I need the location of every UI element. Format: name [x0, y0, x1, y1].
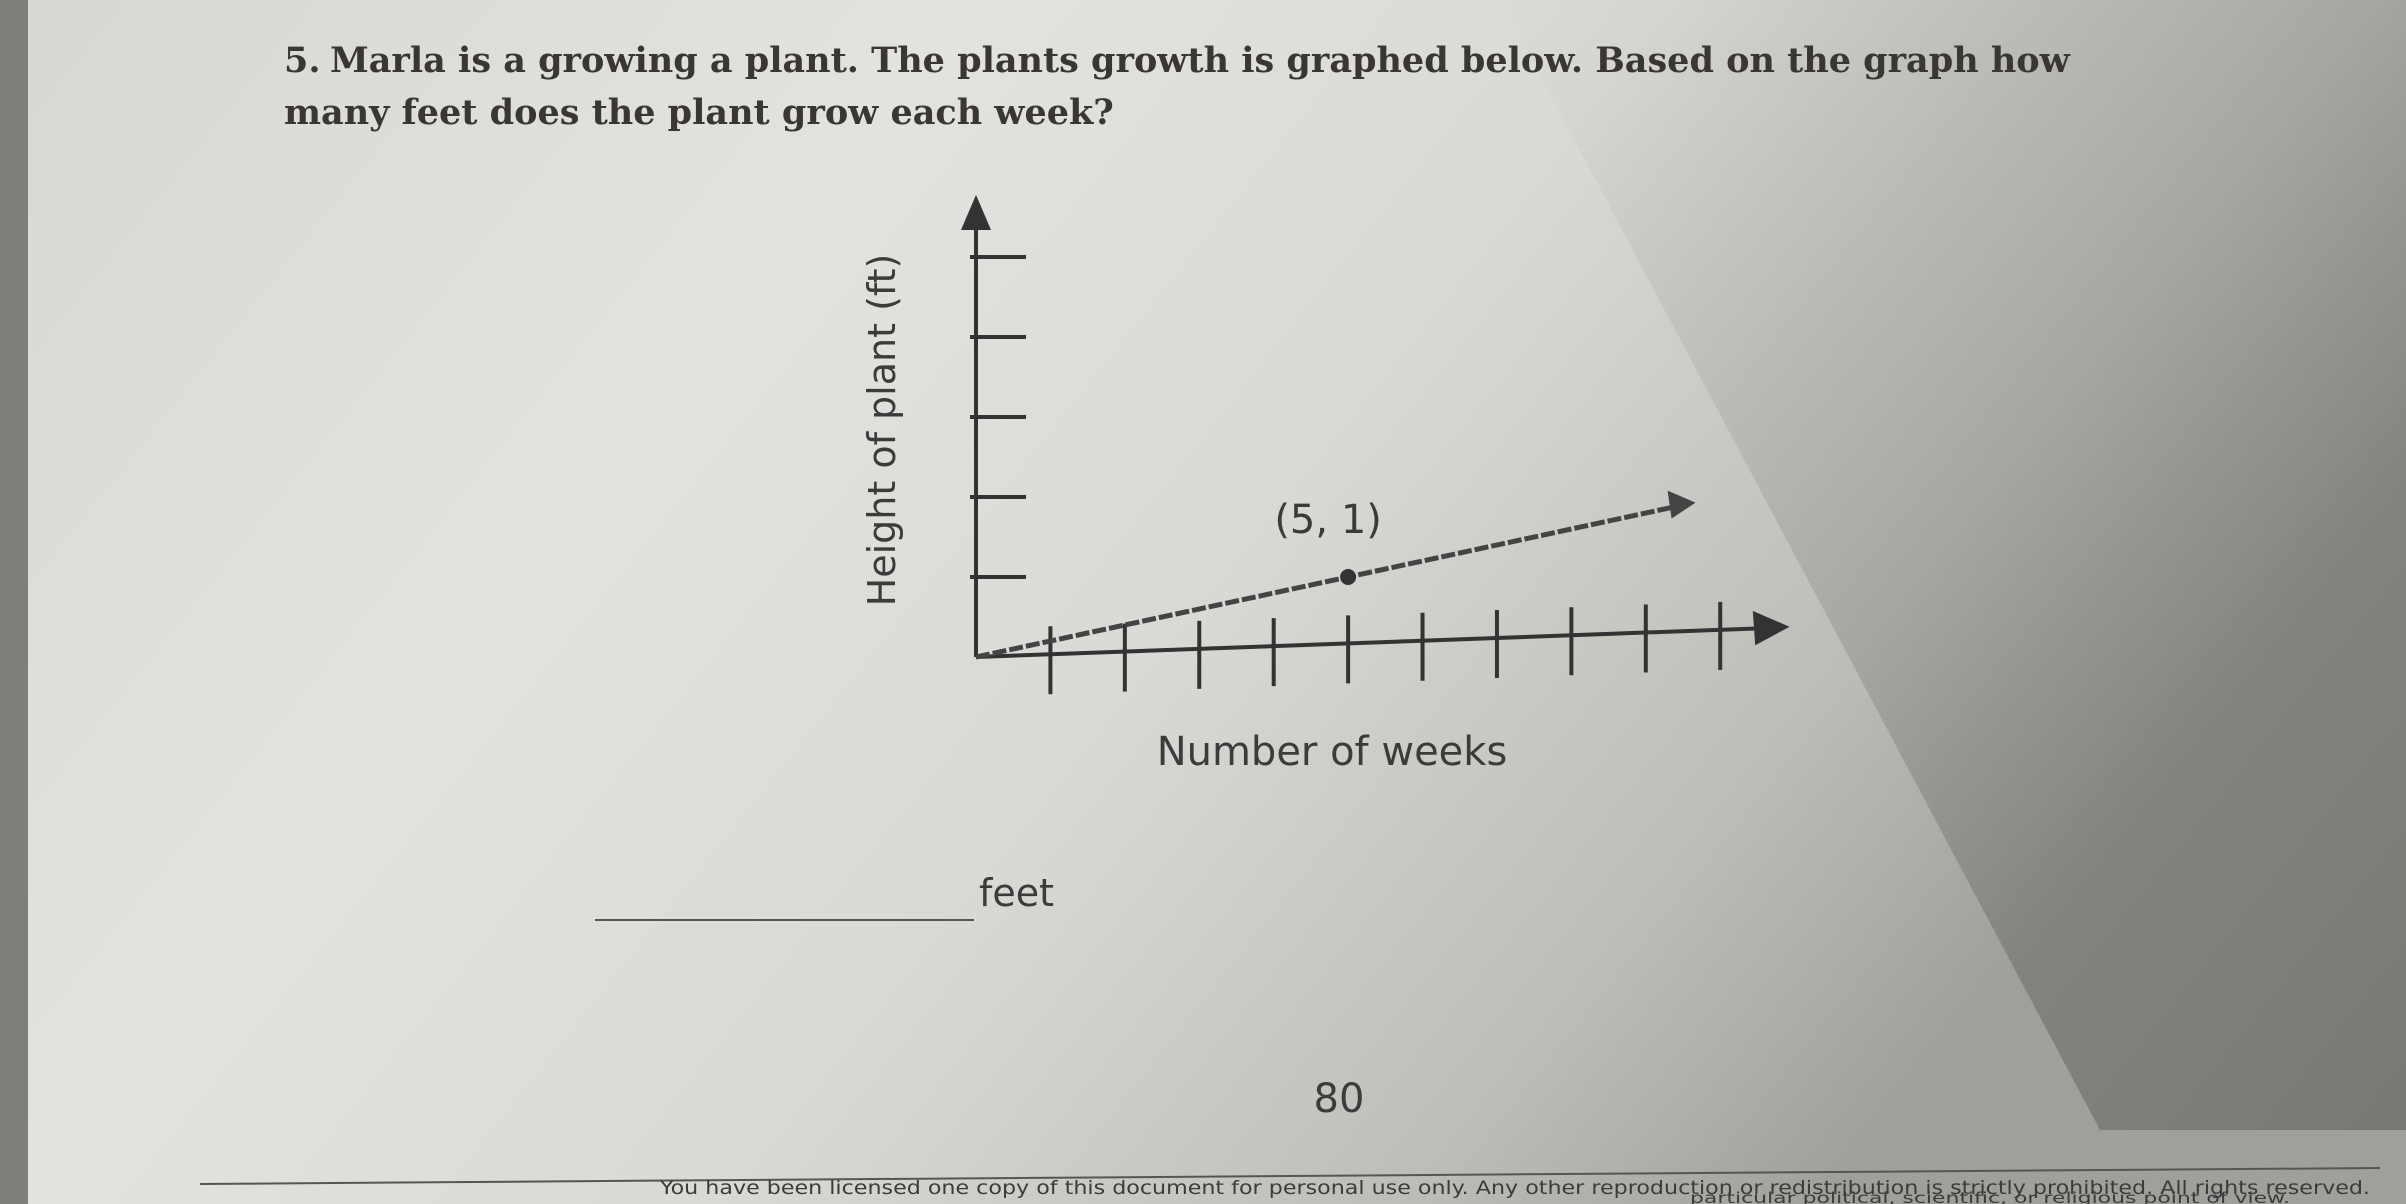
question-text: Marla is a growing a plant. The plants g… [330, 40, 2071, 81]
page-number: 80 [1314, 1076, 1365, 1122]
x-axis [975, 626, 1771, 659]
axis-arrow [1752, 610, 1790, 646]
paper-edge [0, 0, 28, 1204]
point-label: (5, 1) [1274, 497, 1382, 543]
question-number: 5. [284, 40, 321, 81]
question-text: many feet does the plant grow each week? [284, 92, 1114, 133]
y-axis-label: Height of plant (ft) [860, 254, 904, 607]
line-arrow [1667, 490, 1696, 519]
answer-unit: feet [979, 871, 1054, 915]
axis-arrow [960, 194, 992, 230]
footer-text: You have been licensed one copy of this … [659, 1177, 2370, 1199]
point [1340, 569, 1357, 585]
footer-text: particular political, scientific, or rel… [1690, 1189, 2290, 1204]
shadow [1500, 0, 2406, 1130]
x-axis-label: Number of weeks [1157, 729, 1508, 775]
graph [960, 194, 1790, 659]
footer-rule [199, 1167, 2381, 1185]
